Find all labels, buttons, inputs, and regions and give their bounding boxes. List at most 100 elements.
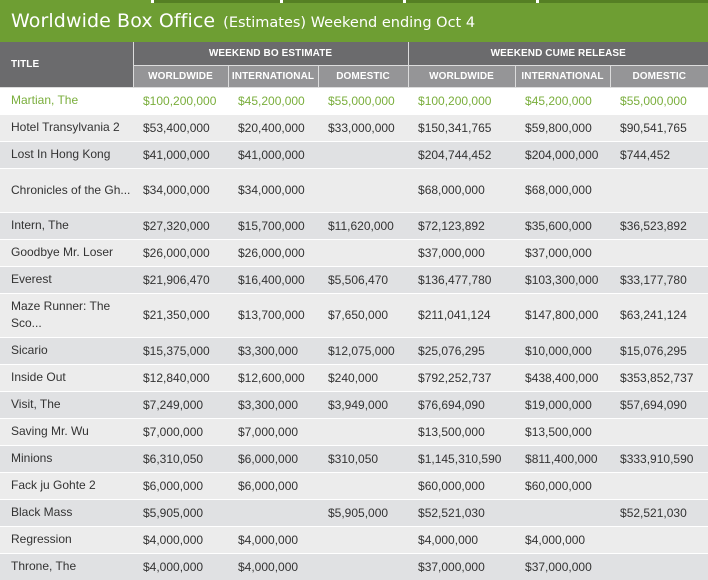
movie-title[interactable]: Regression — [0, 525, 133, 553]
weekend-domestic: $240,000 — [318, 363, 409, 391]
weekend-worldwide: $21,350,000 — [133, 292, 228, 337]
table-row[interactable]: Regression $4,000,000 $4,000,000 $4,000,… — [0, 525, 708, 553]
table-row[interactable]: Hotel Transylvania 2 $53,400,000 $20,400… — [0, 113, 708, 141]
weekend-domestic: $5,506,470 — [318, 265, 409, 293]
cume-domestic: $52,521,030 — [610, 498, 708, 526]
table-row[interactable]: Sicario $15,375,000 $3,300,000 $12,075,0… — [0, 336, 708, 364]
weekend-international: $12,600,000 — [228, 363, 318, 391]
table-body: Martian, The $100,200,000 $45,200,000 $5… — [0, 87, 708, 580]
column-header-weekend-worldwide[interactable]: WORLDWIDE — [132, 65, 229, 88]
cume-domestic: $90,541,765 — [610, 113, 708, 141]
movie-title[interactable]: Fack ju Gohte 2 — [0, 471, 133, 499]
weekend-international: $34,000,000 — [228, 167, 318, 212]
weekend-international: $26,000,000 — [228, 238, 318, 266]
column-header-cume-international[interactable]: INTERNATIONAL — [514, 65, 611, 88]
movie-title[interactable]: Sicario — [0, 336, 133, 364]
cume-worldwide: $792,252,737 — [408, 363, 516, 391]
weekend-worldwide: $7,000,000 — [133, 417, 228, 445]
table-row[interactable]: Martian, The $100,200,000 $45,200,000 $5… — [0, 87, 708, 114]
movie-title[interactable]: Lost In Hong Kong — [0, 140, 133, 168]
column-header-weekend-international[interactable]: INTERNATIONAL — [227, 65, 319, 88]
table-row[interactable]: Minions $6,310,050 $6,000,000 $310,050 $… — [0, 444, 708, 472]
nav-tab-strip[interactable] — [154, 0, 280, 3]
column-header-cume-worldwide[interactable]: WORLDWIDE — [407, 65, 516, 88]
cume-domestic: $36,523,892 — [610, 211, 708, 239]
movie-title[interactable]: Goodbye Mr. Loser — [0, 238, 133, 266]
weekend-international: $4,000,000 — [228, 525, 318, 553]
weekend-domestic — [318, 552, 409, 580]
cume-worldwide: $60,000,000 — [408, 471, 516, 499]
weekend-domestic: $12,075,000 — [318, 336, 409, 364]
movie-title[interactable]: Visit, The — [0, 390, 133, 418]
divider — [151, 0, 154, 3]
nav-tab-strip[interactable] — [283, 0, 403, 3]
movie-title[interactable]: Hotel Transylvania 2 — [0, 113, 133, 141]
cume-international: $204,000,000 — [515, 140, 611, 168]
weekend-worldwide: $7,249,000 — [133, 390, 228, 418]
nav-tab-strip[interactable] — [406, 0, 536, 3]
weekend-domestic — [318, 525, 409, 553]
cume-international: $45,200,000 — [515, 87, 611, 114]
divider — [280, 0, 283, 3]
movie-title[interactable]: Saving Mr. Wu — [0, 417, 133, 445]
movie-title[interactable]: Everest — [0, 265, 133, 293]
cume-international: $37,000,000 — [515, 238, 611, 266]
column-header-cume-domestic[interactable]: DOMESTIC — [609, 65, 708, 88]
movie-title[interactable]: Black Mass — [0, 498, 133, 526]
weekend-worldwide: $12,840,000 — [133, 363, 228, 391]
table-row[interactable]: Inside Out $12,840,000 $12,600,000 $240,… — [0, 363, 708, 391]
weekend-worldwide: $15,375,000 — [133, 336, 228, 364]
table-row[interactable]: Maze Runner: The Sco... $21,350,000 $13,… — [0, 292, 708, 337]
weekend-worldwide: $6,000,000 — [133, 471, 228, 499]
table-row[interactable]: Everest $21,906,470 $16,400,000 $5,506,4… — [0, 265, 708, 293]
weekend-domestic: $33,000,000 — [318, 113, 409, 141]
weekend-international: $7,000,000 — [228, 417, 318, 445]
movie-title[interactable]: Minions — [0, 444, 133, 472]
weekend-worldwide: $5,905,000 — [133, 498, 228, 526]
movie-title[interactable]: Chronicles of the Gh... — [0, 167, 133, 212]
movie-title[interactable]: Throne, The — [0, 552, 133, 580]
cume-worldwide: $211,041,124 — [408, 292, 516, 337]
cume-domestic: $33,177,780 — [610, 265, 708, 293]
table-row[interactable]: Black Mass $5,905,000 $5,905,000 $52,521… — [0, 498, 708, 526]
table-row[interactable]: Lost In Hong Kong $41,000,000 $41,000,00… — [0, 140, 708, 168]
movie-title[interactable]: Intern, The — [0, 211, 133, 239]
cume-worldwide: $25,076,295 — [408, 336, 516, 364]
weekend-international: $45,200,000 — [228, 87, 318, 114]
table-row[interactable]: Saving Mr. Wu $7,000,000 $7,000,000 $13,… — [0, 417, 708, 445]
weekend-domestic: $3,949,000 — [318, 390, 409, 418]
movie-title[interactable]: Martian, The — [0, 87, 133, 114]
table-row[interactable]: Intern, The $27,320,000 $15,700,000 $11,… — [0, 211, 708, 239]
cume-worldwide: $52,521,030 — [408, 498, 516, 526]
cume-international: $68,000,000 — [515, 167, 611, 212]
weekend-domestic — [318, 140, 409, 168]
weekend-domestic: $11,620,000 — [318, 211, 409, 239]
cume-international: $10,000,000 — [515, 336, 611, 364]
group-header-weekend-cume-release: WEEKEND CUME RELEASE — [407, 42, 708, 66]
cume-international: $811,400,000 — [515, 444, 611, 472]
group-header-weekend-bo-estimate: WEEKEND BO ESTIMATE — [132, 42, 409, 66]
table-row[interactable]: Chronicles of the Gh... $34,000,000 $34,… — [0, 167, 708, 212]
table-row[interactable]: Throne, The $4,000,000 $4,000,000 $37,00… — [0, 552, 708, 580]
cume-worldwide: $4,000,000 — [408, 525, 516, 553]
nav-tab-strip[interactable] — [539, 0, 708, 3]
table-row[interactable]: Visit, The $7,249,000 $3,300,000 $3,949,… — [0, 390, 708, 418]
weekend-domestic: $7,650,000 — [318, 292, 409, 337]
cume-international: $4,000,000 — [515, 525, 611, 553]
cume-domestic — [610, 525, 708, 553]
column-header-weekend-domestic[interactable]: DOMESTIC — [317, 65, 409, 88]
cume-worldwide: $68,000,000 — [408, 167, 516, 212]
table-row[interactable]: Goodbye Mr. Loser $26,000,000 $26,000,00… — [0, 238, 708, 266]
cume-domestic — [610, 417, 708, 445]
movie-title[interactable]: Maze Runner: The Sco... — [0, 292, 133, 337]
weekend-international: $16,400,000 — [228, 265, 318, 293]
movie-title[interactable]: Inside Out — [0, 363, 133, 391]
cume-worldwide: $100,200,000 — [408, 87, 516, 114]
cume-domestic — [610, 167, 708, 212]
weekend-worldwide: $26,000,000 — [133, 238, 228, 266]
column-header-title[interactable]: TITLE — [0, 42, 134, 88]
table-row[interactable]: Fack ju Gohte 2 $6,000,000 $6,000,000 $6… — [0, 471, 708, 499]
cume-worldwide: $136,477,780 — [408, 265, 516, 293]
weekend-worldwide: $4,000,000 — [133, 552, 228, 580]
weekend-domestic — [318, 417, 409, 445]
